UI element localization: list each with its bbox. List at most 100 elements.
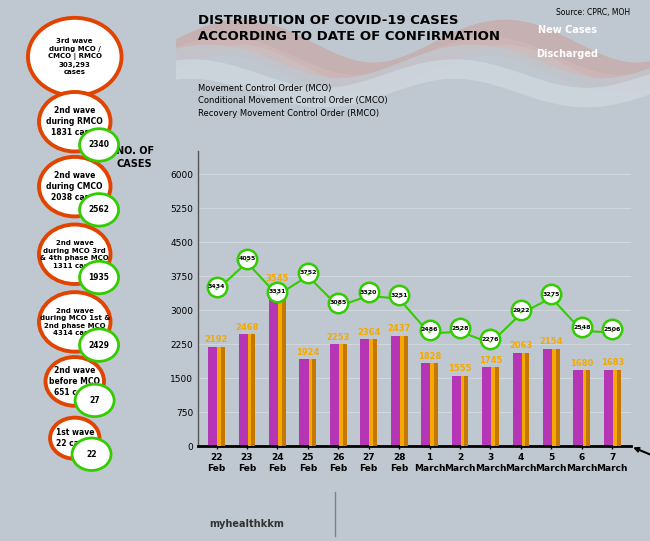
Text: 2nd wave
during CMCO
2038 cases: 2nd wave during CMCO 2038 cases [47, 171, 103, 202]
Polygon shape [525, 353, 529, 446]
Text: 2486: 2486 [421, 327, 438, 332]
Text: DISTRIBUTION OF COVID-19 CASES
ACCORDING TO DATE OF CONFIRMATION: DISTRIBUTION OF COVID-19 CASES ACCORDING… [198, 14, 500, 43]
Text: 1745: 1745 [479, 355, 502, 365]
Polygon shape [495, 367, 499, 446]
Text: 1924: 1924 [296, 347, 320, 357]
Polygon shape [252, 334, 255, 446]
Polygon shape [214, 288, 218, 291]
Text: 2506: 2506 [604, 327, 621, 332]
Polygon shape [373, 339, 377, 446]
Polygon shape [312, 359, 316, 446]
Text: 3331: 3331 [268, 289, 286, 294]
Text: 1935: 1935 [88, 273, 109, 282]
Text: 2548: 2548 [573, 325, 591, 329]
Polygon shape [491, 367, 495, 446]
Polygon shape [522, 353, 525, 446]
Polygon shape [300, 359, 312, 446]
Text: 2192: 2192 [205, 335, 228, 345]
Text: New Cases: New Cases [538, 25, 597, 35]
Polygon shape [275, 293, 280, 295]
Text: NO. OF
CASES: NO. OF CASES [116, 146, 154, 169]
Polygon shape [330, 344, 343, 446]
Polygon shape [549, 296, 554, 298]
Text: 3320: 3320 [360, 289, 378, 295]
Polygon shape [360, 339, 373, 446]
Polygon shape [217, 347, 221, 446]
Polygon shape [421, 364, 434, 446]
Text: Movement Control Order (MCO)
Conditional Movement Control Order (CMCO)
Recovery : Movement Control Order (MCO) Conditional… [198, 84, 388, 118]
Text: myhealthkkm: myhealthkkm [209, 519, 285, 530]
Text: 22: 22 [86, 450, 97, 459]
Text: 3rd wave
during MCO /
CMCO | RMCO
303,293
cases: 3rd wave during MCO / CMCO | RMCO 303,29… [47, 38, 102, 75]
Polygon shape [430, 364, 434, 446]
Polygon shape [461, 376, 465, 446]
Polygon shape [434, 364, 438, 446]
Polygon shape [582, 370, 586, 446]
Polygon shape [391, 336, 404, 446]
Text: 1683: 1683 [601, 359, 624, 367]
Polygon shape [613, 370, 617, 446]
Text: 3085: 3085 [330, 300, 347, 305]
Polygon shape [495, 367, 499, 446]
Polygon shape [312, 359, 316, 446]
Polygon shape [586, 370, 590, 446]
Polygon shape [343, 344, 346, 446]
Text: 3251: 3251 [391, 293, 408, 298]
Polygon shape [434, 364, 438, 446]
Polygon shape [513, 353, 525, 446]
Polygon shape [245, 260, 249, 262]
Text: 2468: 2468 [235, 323, 259, 332]
Polygon shape [617, 370, 621, 446]
Polygon shape [525, 353, 529, 446]
Polygon shape [269, 286, 282, 446]
Polygon shape [336, 305, 341, 306]
Polygon shape [465, 376, 469, 446]
Text: 4055: 4055 [239, 256, 255, 261]
Polygon shape [373, 339, 377, 446]
Text: Source: CPRC, MOH: Source: CPRC, MOH [556, 8, 630, 17]
Polygon shape [556, 348, 560, 446]
Polygon shape [404, 336, 408, 446]
Polygon shape [573, 370, 586, 446]
Polygon shape [543, 348, 556, 446]
Text: 2922: 2922 [512, 308, 530, 313]
Text: 3275: 3275 [543, 292, 560, 296]
Text: Discharged: Discharged [536, 49, 598, 58]
Text: 2429: 2429 [88, 341, 110, 349]
Text: 2nd wave
during MCO 3rd
& 4th phase MCO
1311 cases: 2nd wave during MCO 3rd & 4th phase MCO … [40, 240, 109, 268]
Polygon shape [397, 297, 401, 299]
Text: 1st wave
22 cases: 1st wave 22 cases [55, 428, 94, 448]
Polygon shape [239, 334, 252, 446]
Polygon shape [482, 367, 495, 446]
Polygon shape [208, 347, 221, 446]
Text: 3752: 3752 [299, 270, 317, 275]
Polygon shape [221, 347, 225, 446]
Text: 2nd wave
during MCO 1st &
2nd phase MCO
4314 cases: 2nd wave during MCO 1st & 2nd phase MCO … [40, 308, 110, 336]
Polygon shape [400, 336, 404, 446]
Text: 1680: 1680 [570, 359, 593, 368]
Text: 2nd wave
before MCO
651 cases: 2nd wave before MCO 651 cases [49, 366, 100, 397]
Polygon shape [428, 332, 432, 333]
Polygon shape [610, 331, 614, 332]
Text: 2340: 2340 [88, 141, 110, 149]
Polygon shape [404, 336, 408, 446]
Polygon shape [465, 376, 469, 446]
Polygon shape [458, 329, 462, 332]
Polygon shape [309, 359, 312, 446]
Polygon shape [252, 334, 255, 446]
Polygon shape [452, 376, 465, 446]
Polygon shape [552, 348, 556, 446]
Text: 3434: 3434 [208, 285, 226, 289]
Text: 2364: 2364 [357, 328, 380, 337]
Polygon shape [306, 274, 310, 276]
Polygon shape [278, 286, 282, 446]
Text: 2nd wave
during RMCO
1831 cases: 2nd wave during RMCO 1831 cases [46, 106, 103, 137]
Text: 2562: 2562 [88, 206, 109, 214]
Polygon shape [488, 341, 493, 343]
Polygon shape [369, 339, 373, 446]
Text: 2063: 2063 [510, 341, 532, 350]
Text: 1555: 1555 [448, 364, 472, 373]
Polygon shape [367, 294, 371, 295]
Text: 2528: 2528 [451, 326, 469, 331]
Polygon shape [248, 334, 252, 446]
